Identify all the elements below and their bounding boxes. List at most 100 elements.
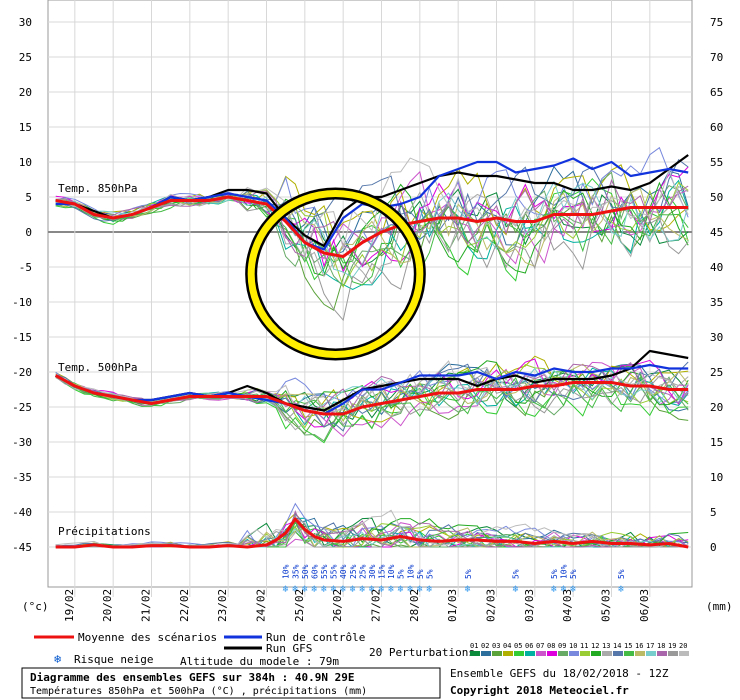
legend-altitude-label: Altitude du modele : 79m <box>180 655 339 668</box>
highlight-ellipse-ring <box>247 190 424 358</box>
precip-perturbation-line <box>55 509 689 548</box>
perturbation-number: 14 <box>613 642 621 650</box>
right-tick-label: 15 <box>710 436 723 449</box>
perturbation-number: 04 <box>503 642 511 650</box>
left-tick-label: -15 <box>12 331 32 344</box>
perturbation-number: 11 <box>580 642 588 650</box>
snow-risk-label: 40% <box>339 564 348 579</box>
footer-title: Diagramme des ensembles GEFS sur 384h : … <box>30 671 355 684</box>
snowflake-icon: ❄ <box>551 584 558 595</box>
snowflake-icon: ❄ <box>321 584 328 595</box>
perturbation-swatch <box>525 651 535 656</box>
left-tick-label: 30 <box>19 16 32 29</box>
perturbation-number: 20 <box>679 642 687 650</box>
legend-mean-label: Moyenne des scénarios <box>78 631 217 644</box>
snow-risk-row: 10%❄35%❄50%❄60%❄55%❄55%❄40%❄25%❄25%❄30%❄… <box>282 564 626 595</box>
t850-perturbation-line <box>55 179 689 291</box>
date-label: 26/02 <box>331 589 344 622</box>
footer-subtitle: Températures 850hPa et 500hPa (°C) , pré… <box>30 685 367 697</box>
date-label: 27/02 <box>370 589 383 622</box>
snow-risk-label: 35% <box>291 564 300 579</box>
perturbation-swatch <box>547 651 557 656</box>
perturbation-number: 03 <box>492 642 500 650</box>
right-tick-label: 55 <box>710 156 723 169</box>
snow-risk-label: 5% <box>550 569 559 579</box>
control-500-line <box>55 363 689 416</box>
snow-risk-label: 10% <box>406 564 415 579</box>
date-label: 21/02 <box>140 589 153 622</box>
perturbation-swatch <box>679 651 689 656</box>
t850-perturbation-line <box>55 166 689 274</box>
perturbation-swatch <box>503 651 513 656</box>
left-tick-label: -30 <box>12 436 32 449</box>
left-tick-label: -20 <box>12 366 32 379</box>
snowflake-icon: ❄ <box>359 584 366 595</box>
snow-risk-label: 10% <box>560 564 569 579</box>
perturbation-swatch <box>569 651 579 656</box>
date-label: 22/02 <box>178 589 191 622</box>
perturbation-number: 01 <box>470 642 478 650</box>
left-tick-label: 15 <box>19 121 32 134</box>
perturbation-swatch <box>591 651 601 656</box>
legend-snow-label: Risque neige <box>74 653 153 666</box>
t850-perturbation-line <box>55 196 689 286</box>
legend-gfs-label: Run GFS <box>266 642 312 655</box>
perturbation-number: 09 <box>558 642 566 650</box>
snow-risk-label: 30% <box>368 564 377 579</box>
perturbation-number: 02 <box>481 642 489 650</box>
snow-risk-label: 5% <box>416 569 425 579</box>
label-precipitations: Précipitations <box>58 525 151 538</box>
perturbation-number: 13 <box>602 642 610 650</box>
snowflake-icon: ❄ <box>340 584 347 595</box>
footer-title-box <box>21 667 441 699</box>
snowflake-icon: ❄ <box>54 652 61 666</box>
snow-risk-label: 10% <box>282 564 291 579</box>
label-temp-850: Temp. 850hPa <box>58 182 137 195</box>
perturbation-number: 07 <box>536 642 544 650</box>
snowflake-icon: ❄ <box>561 584 568 595</box>
left-tick-label: 5 <box>25 191 32 204</box>
t850-perturbation-line <box>55 185 689 285</box>
perturbation-swatch <box>646 651 656 656</box>
perturbation-swatch <box>602 651 612 656</box>
legend: Moyenne des scénarios Run de contrôle Ru… <box>34 631 689 668</box>
snowflake-icon: ❄ <box>398 584 405 595</box>
right-tick-label: 70 <box>710 51 723 64</box>
left-tick-label: -35 <box>12 471 32 484</box>
perturbation-swatch <box>514 651 524 656</box>
panel-labels: Temp. 850hPa Temp. 500hPa Précipitations <box>58 182 151 538</box>
perturbation-swatch <box>657 651 667 656</box>
left-tick-label: -5 <box>19 261 32 274</box>
right-tick-label: 60 <box>710 121 723 134</box>
left-axis-unit: (°c) <box>22 600 49 613</box>
date-label: 24/02 <box>255 589 268 622</box>
snowflake-icon: ❄ <box>302 584 309 595</box>
right-tick-label: 65 <box>710 86 723 99</box>
date-label: 23/02 <box>216 589 229 622</box>
right-tick-label: 30 <box>710 331 723 344</box>
right-tick-label: 10 <box>710 471 723 484</box>
snow-risk-label: 5% <box>617 569 626 579</box>
perturbation-swatch <box>624 651 634 656</box>
right-axis-unit: (mm) <box>706 600 733 613</box>
perturbation-number: 10 <box>569 642 577 650</box>
left-tick-label: 20 <box>19 86 32 99</box>
snowflake-icon: ❄ <box>407 584 414 595</box>
perturbation-swatch <box>481 651 491 656</box>
label-temp-500: Temp. 500hPa <box>58 361 137 374</box>
perturbation-number: 18 <box>657 642 665 650</box>
perturbation-number: 05 <box>514 642 522 650</box>
snow-risk-label: 5% <box>464 569 473 579</box>
snowflake-icon: ❄ <box>283 584 290 595</box>
snow-risk-label: 5% <box>512 569 521 579</box>
perturbation-swatches: 01 02 03 04 05 06 07 08 09 10 11 12 13 14 15 16 17 18 19 20 <box>470 642 689 656</box>
date-label: 25/02 <box>293 589 306 622</box>
mean-500-line <box>54 374 689 416</box>
snowflake-icon: ❄ <box>388 584 395 595</box>
plot-frame <box>47 0 693 588</box>
snow-risk-label: 5% <box>569 569 578 579</box>
right-tick-label: 5 <box>710 506 717 519</box>
snow-risk-label: 55% <box>320 564 329 579</box>
snowflake-icon: ❄ <box>379 584 386 595</box>
